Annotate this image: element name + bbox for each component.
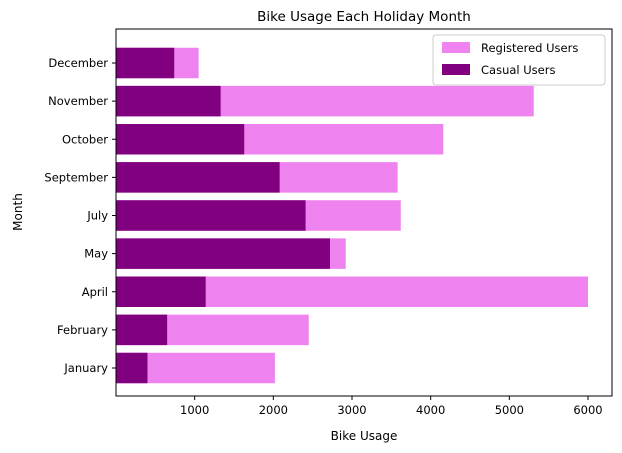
bar-casual-users-december [116,47,175,79]
y-tick-label-july: July [86,209,108,223]
bar-casual-users-february [116,314,168,346]
y-tick-label-november: November [48,94,108,108]
legend-swatch-casual-users [442,64,470,75]
legend-label-casual-users: Casual Users [481,63,555,77]
y-axis-ticks: January February April May July September Octo… [44,56,116,375]
y-tick-label-december: December [48,56,108,70]
bar-casual-users-april [116,276,206,307]
x-axis-label: Bike Usage [331,429,398,443]
y-tick-label-january: January [63,361,108,375]
bars-layer [116,47,588,384]
x-axis-ticks: 1000 2000 3000 4000 5000 6000 [180,396,603,417]
x-tick-label: 6000 [573,403,602,417]
y-tick-label-april: April [82,285,108,299]
x-tick-label: 4000 [416,403,445,417]
legend-label-registered-users: Registered Users [481,41,578,55]
x-tick-label: 1000 [180,403,209,417]
legend-swatch-registered-users [442,42,470,53]
bar-casual-users-november [116,85,221,117]
legend: Registered Users Casual Users [432,34,606,86]
bar-casual-users-july [116,200,306,231]
bar-casual-users-january [116,352,148,384]
bar-casual-users-may [116,238,330,269]
y-tick-label-may: May [84,247,108,261]
x-tick-label: 5000 [495,403,524,417]
y-tick-label-october: October [62,132,108,146]
y-tick-label-february: February [57,323,108,337]
legend-frame [432,34,606,86]
x-tick-label: 2000 [259,403,288,417]
bar-casual-users-september [116,162,280,193]
bar-casual-users-october [116,124,245,155]
chart-title: Bike Usage Each Holiday Month [257,9,471,25]
x-tick-label: 3000 [337,403,366,417]
plot-frame [115,28,613,397]
y-axis-label: Month [11,193,25,231]
y-tick-label-september: September [44,170,108,184]
